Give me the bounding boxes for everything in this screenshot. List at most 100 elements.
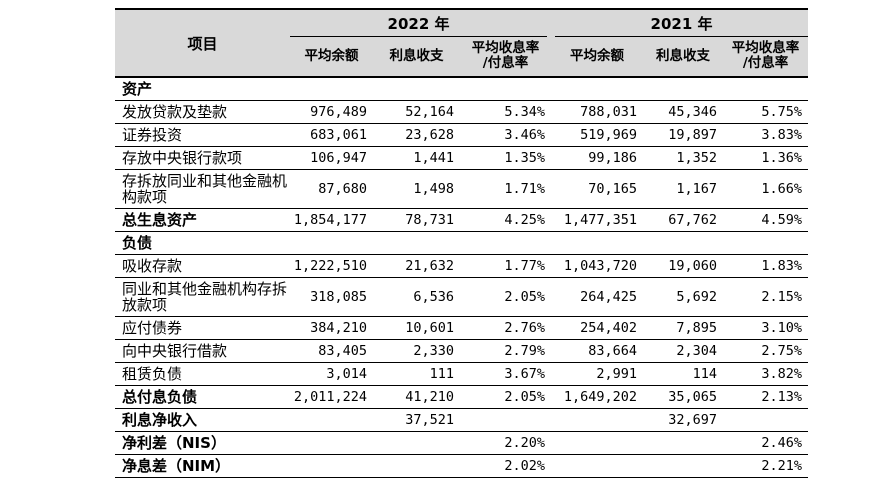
cell-rate-2021: 2.75%: [723, 339, 809, 363]
section-row-assets: 资产: [115, 77, 809, 101]
cell-rate-2022: 1.71%: [460, 169, 552, 209]
cell-rate-2021: 1.36%: [723, 146, 809, 170]
column-header-item: 项目: [115, 9, 290, 78]
cell-rate-2021: 3.10%: [723, 316, 809, 340]
row-label: 总付息负债: [115, 385, 290, 409]
cell-interest-2021: 45,346: [643, 100, 724, 124]
cell-rate-2022: 3.46%: [460, 123, 552, 147]
cell-rate-2021: 2.13%: [723, 385, 809, 409]
cell-interest-2022: 1,441: [373, 146, 460, 170]
cell-rate-2022: 2.20%: [460, 431, 552, 455]
cell-interest-2021: [643, 431, 724, 455]
cell-avg-balance-2021: 254,402: [551, 316, 644, 340]
row-label: 总生息资产: [115, 208, 290, 232]
cell-interest-2022: 2,330: [373, 339, 460, 363]
cell-interest-2022: 21,632: [373, 254, 460, 278]
column-header-avg-balance-2022: 平均余额: [290, 37, 373, 78]
cell-rate-2022: 2.05%: [460, 385, 552, 409]
cell-rate-2022: 2.05%: [460, 277, 552, 317]
cell-avg-balance-2021: 83,664: [551, 339, 644, 363]
column-header-rate-2022: 平均收息率/付息率: [460, 37, 552, 78]
cell-rate-2021: 3.83%: [723, 123, 809, 147]
cell-avg-balance-2021: [551, 454, 644, 478]
rate-header-line2: /付息率: [482, 55, 529, 71]
cell-interest-2022: 1,498: [373, 169, 460, 209]
row-label: 存放中央银行款项: [115, 146, 290, 170]
cell-avg-balance-2022: 318,085: [290, 277, 373, 317]
cell-rate-2021: 4.59%: [723, 208, 809, 232]
year-group-2021: 2021 年: [551, 9, 809, 37]
cell-avg-balance-2022: 384,210: [290, 316, 373, 340]
table-row: 吸收存款 1,222,510 21,632 1.77% 1,043,720 19…: [115, 254, 809, 278]
cell-interest-2021: 7,895: [643, 316, 724, 340]
year-label-2021: 2021 年: [555, 13, 809, 37]
cell-avg-balance-2021: 2,991: [551, 362, 644, 386]
cell-rate-2021: 2.15%: [723, 277, 809, 317]
row-label: 吸收存款: [115, 254, 290, 278]
cell-avg-balance-2022: 83,405: [290, 339, 373, 363]
cell-interest-2021: 5,692: [643, 277, 724, 317]
cell-interest-2021: 19,897: [643, 123, 724, 147]
table-row: 证券投资 683,061 23,628 3.46% 519,969 19,897…: [115, 123, 809, 147]
table-row: 存拆放同业和其他金融机构款项 87,680 1,498 1.71% 70,165…: [115, 169, 809, 209]
row-label: 利息净收入: [115, 408, 290, 432]
row-label: 净利差（NIS）: [115, 431, 290, 455]
cell-rate-2022: 1.77%: [460, 254, 552, 278]
column-header-rate-2021: 平均收息率/付息率: [723, 37, 809, 78]
cell-avg-balance-2021: 788,031: [551, 100, 644, 124]
cell-interest-2022: 52,164: [373, 100, 460, 124]
total-row-interest-bearing-liabilities: 总付息负债 2,011,224 41,210 2.05% 1,649,202 3…: [115, 385, 809, 409]
cell-interest-2022: 41,210: [373, 385, 460, 409]
cell-rate-2022: 3.67%: [460, 362, 552, 386]
cell-avg-balance-2022: 106,947: [290, 146, 373, 170]
cell-interest-2022: 10,601: [373, 316, 460, 340]
cell-interest-2021: 35,065: [643, 385, 724, 409]
cell-rate-2022: 2.76%: [460, 316, 552, 340]
cell-rate-2021: 2.21%: [723, 454, 809, 478]
cell-rate-2022: 2.02%: [460, 454, 552, 478]
total-row-net-interest-margin: 净息差（NIM） 2.02% 2.21%: [115, 454, 809, 478]
page: { "table": { "item_header": "项目", "year_…: [115, 8, 809, 478]
cell-avg-balance-2021: 1,043,720: [551, 254, 644, 278]
table-row: 存放中央银行款项 106,947 1,441 1.35% 99,186 1,35…: [115, 146, 809, 170]
section-row-liabilities: 负债: [115, 231, 809, 255]
cell-interest-2021: 114: [643, 362, 724, 386]
year-label-2022: 2022 年: [290, 13, 548, 37]
table-header: 项目 2022 年 2021 年 平均余额 利息收支 平均收息率/付息率 平均余…: [115, 9, 809, 78]
row-label: 向中央银行借款: [115, 339, 290, 363]
table-body: 资产 发放贷款及垫款 976,489 52,164 5.34% 788,031 …: [115, 77, 809, 478]
table-row: 同业和其他金融机构存拆放款项 318,085 6,536 2.05% 264,4…: [115, 277, 809, 317]
cell-interest-2021: 1,167: [643, 169, 724, 209]
cell-avg-balance-2022: 2,011,224: [290, 385, 373, 409]
row-label: 净息差（NIM）: [115, 454, 290, 478]
cell-rate-2021: 1.83%: [723, 254, 809, 278]
cell-interest-2021: 2,304: [643, 339, 724, 363]
cell-avg-balance-2022: 87,680: [290, 169, 373, 209]
cell-interest-2022: 37,521: [373, 408, 460, 432]
row-label: 发放贷款及垫款: [115, 100, 290, 124]
interest-rate-table: 项目 2022 年 2021 年 平均余额 利息收支 平均收息率/付息率 平均余…: [115, 8, 809, 478]
cell-rate-2022: [460, 408, 552, 432]
row-label: 租赁负债: [115, 362, 290, 386]
rate-header-line2: /付息率: [742, 55, 789, 71]
column-header-avg-balance-2021: 平均余额: [551, 37, 644, 78]
cell-avg-balance-2021: [551, 408, 644, 432]
cell-avg-balance-2021: 99,186: [551, 146, 644, 170]
column-header-interest-2021: 利息收支: [643, 37, 724, 78]
cell-avg-balance-2021: 519,969: [551, 123, 644, 147]
cell-interest-2022: [373, 431, 460, 455]
column-header-interest-2022: 利息收支: [373, 37, 460, 78]
cell-interest-2021: 67,762: [643, 208, 724, 232]
cell-interest-2022: 23,628: [373, 123, 460, 147]
cell-avg-balance-2022: 3,014: [290, 362, 373, 386]
cell-avg-balance-2021: 264,425: [551, 277, 644, 317]
cell-rate-2022: 5.34%: [460, 100, 552, 124]
cell-avg-balance-2022: 1,222,510: [290, 254, 373, 278]
cell-avg-balance-2021: [551, 431, 644, 455]
cell-avg-balance-2022: [290, 454, 373, 478]
table-row: 应付债券 384,210 10,601 2.76% 254,402 7,895 …: [115, 316, 809, 340]
cell-interest-2021: [643, 454, 724, 478]
cell-avg-balance-2021: 1,649,202: [551, 385, 644, 409]
cell-rate-2021: 2.46%: [723, 431, 809, 455]
cell-avg-balance-2021: 70,165: [551, 169, 644, 209]
